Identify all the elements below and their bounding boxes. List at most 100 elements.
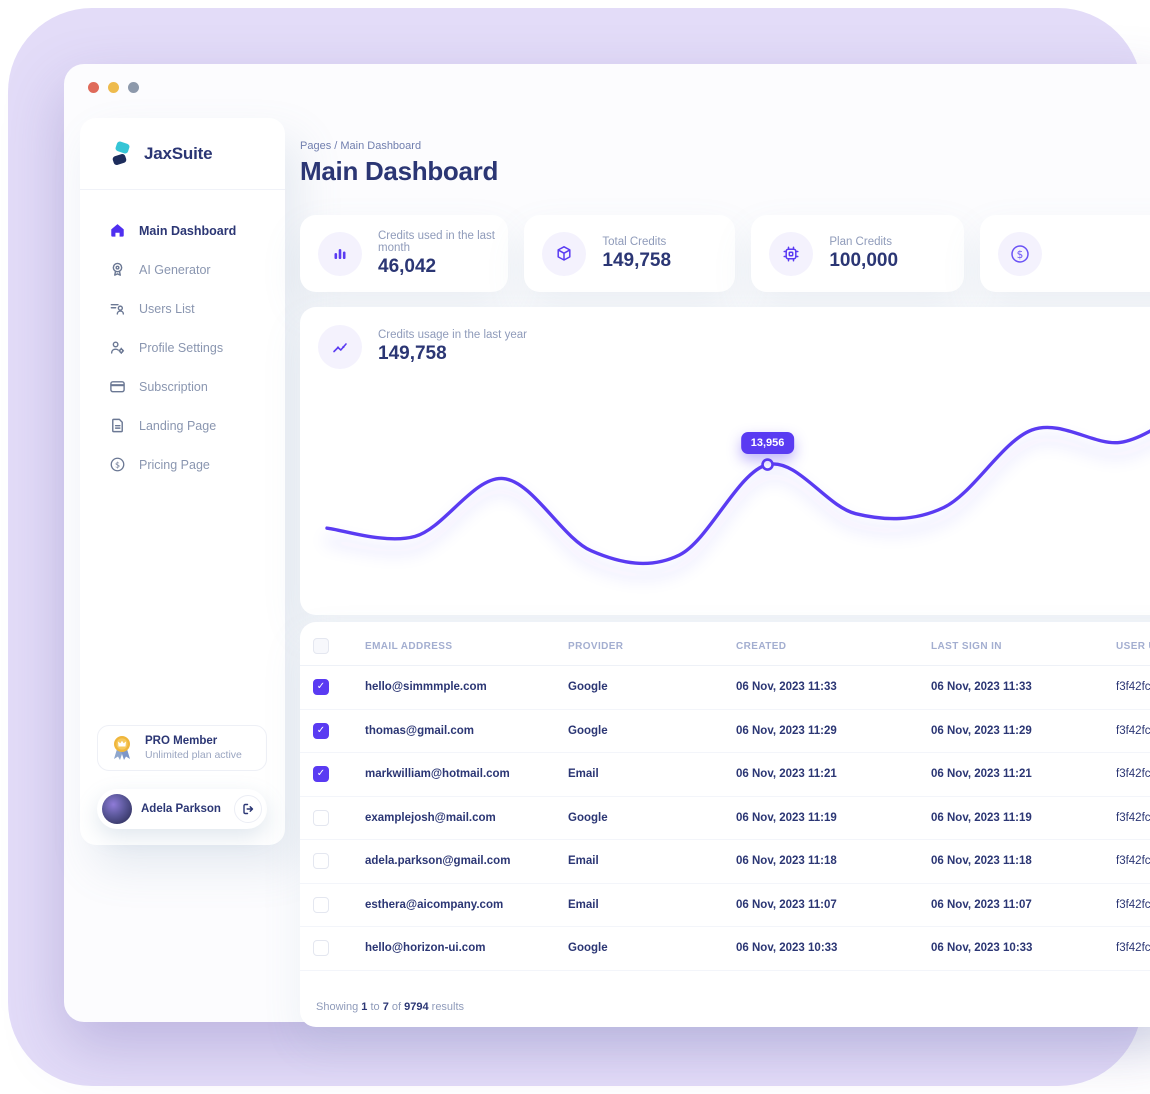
svg-text:$: $: [115, 461, 120, 470]
stat-card-partial: $: [980, 215, 1150, 292]
cell-email: hello@horizon-ui.com: [365, 942, 486, 955]
sidebar-item-label: Main Dashboard: [139, 223, 237, 238]
dollar-circle-icon: $: [109, 456, 126, 473]
results-summary: Showing 1 to 7 of 9794 results: [316, 1001, 465, 1013]
pro-member-title: PRO Member: [145, 735, 218, 747]
row-checkbox[interactable]: ✓: [313, 809, 329, 826]
column-header: CREATED: [736, 640, 787, 652]
cell-user-uid: f3f42fc-: [1116, 724, 1150, 737]
cell-provider: Google: [568, 724, 608, 737]
sidebar-item-pricing-page[interactable]: $ Pricing Page: [80, 445, 285, 484]
cell-provider: Email: [568, 855, 599, 868]
users-table: ✓ EMAIL ADDRESS PROVIDER CREATED LAST SI…: [300, 622, 1150, 1027]
sidebar-nav: Main Dashboard AI Generator Users List P…: [80, 190, 285, 484]
table-row[interactable]: ✓ markwilliam@hotmail.com Email 06 Nov, …: [300, 753, 1150, 797]
medal-icon: [109, 261, 126, 278]
cell-user-uid: f3f42fc-: [1116, 811, 1150, 824]
home-icon: [109, 222, 126, 239]
cell-user-uid: f3f42fc-: [1116, 898, 1150, 911]
sidebar-item-profile-settings[interactable]: Profile Settings: [80, 328, 285, 367]
stat-label: Plan Credits: [829, 235, 892, 248]
sidebar-item-main-dashboard[interactable]: Main Dashboard: [80, 211, 285, 250]
table-row[interactable]: ✓ esthera@aicompany.com Email 06 Nov, 20…: [300, 884, 1150, 927]
sidebar-item-landing-page[interactable]: Landing Page: [80, 406, 285, 445]
table-row[interactable]: ✓ adela.parkson@gmail.com Email 06 Nov, …: [300, 840, 1150, 884]
cell-last-sign-in: 06 Nov, 2023 11:33: [931, 681, 1032, 694]
row-checkbox[interactable]: ✓: [313, 896, 329, 913]
profile-gear-icon: [109, 339, 126, 356]
table-row[interactable]: ✓ hello@horizon-ui.com Google 06 Nov, 20…: [300, 927, 1150, 971]
sidebar-item-label: Users List: [139, 301, 195, 316]
sidebar-item-label: Landing Page: [139, 418, 217, 433]
sidebar-item-label: Pricing Page: [139, 457, 210, 472]
pro-medal-icon: [114, 736, 130, 760]
table-row[interactable]: ✓ thomas@gmail.com Google 06 Nov, 2023 1…: [300, 710, 1150, 753]
cell-created: 06 Nov, 2023 11:29: [736, 724, 837, 737]
cell-email: examplejosh@mail.com: [365, 811, 496, 824]
row-checkbox[interactable]: ✓: [313, 722, 329, 739]
table-row[interactable]: ✓ examplejosh@mail.com Google 06 Nov, 20…: [300, 797, 1150, 840]
window-controls[interactable]: [88, 82, 139, 93]
trend-line-icon: [318, 325, 362, 369]
table-header-row: ✓ EMAIL ADDRESS PROVIDER CREATED LAST SI…: [300, 627, 1150, 666]
stat-value: 149,758: [602, 249, 672, 271]
user-name: Adela Parkson: [141, 803, 221, 815]
sidebar-item-subscription[interactable]: Subscription: [80, 367, 285, 406]
document-icon: [109, 417, 126, 434]
row-checkbox[interactable]: ✓: [313, 940, 329, 957]
stat-card-total-credits: Total Credits 149,758: [524, 215, 736, 292]
sidebar: JaxSuite Main Dashboard AI Generator Use…: [80, 118, 285, 845]
usage-chart-card: Credits usage in the last year 149,758 1…: [300, 307, 1150, 699]
bar-chart-icon: [318, 231, 362, 276]
cell-email: markwilliam@hotmail.com: [365, 768, 510, 781]
sidebar-item-users-list[interactable]: Users List: [80, 289, 285, 328]
cell-created: 06 Nov, 2023 11:18: [736, 855, 837, 868]
chart-line: [325, 425, 1150, 566]
select-all-checkbox[interactable]: ✓: [313, 638, 329, 654]
chart-marker: [761, 458, 774, 471]
row-checkbox[interactable]: ✓: [313, 679, 329, 696]
maximize-window-icon[interactable]: [128, 82, 139, 93]
logout-button[interactable]: [234, 795, 262, 823]
cell-last-sign-in: 06 Nov, 2023 11:21: [931, 768, 1032, 781]
minimize-window-icon[interactable]: [108, 82, 119, 93]
main-content: Pages / Main Dashboard Main Dashboard Cr…: [300, 64, 1150, 1027]
brand-logo: JaxSuite: [80, 118, 285, 190]
sidebar-item-ai-generator[interactable]: AI Generator: [80, 250, 285, 289]
cell-email: adela.parkson@gmail.com: [365, 855, 511, 868]
credit-card-icon: [109, 378, 126, 395]
cell-email: thomas@gmail.com: [365, 724, 474, 737]
stat-label: Credits used in the last month: [378, 229, 495, 254]
table-row[interactable]: ✓ hello@simmmple.com Google 06 Nov, 2023…: [300, 666, 1150, 710]
cell-email: hello@simmmple.com: [365, 681, 487, 694]
chart-tooltip: 13,956: [740, 431, 795, 454]
cell-provider: Google: [568, 811, 608, 824]
cell-provider: Google: [568, 681, 608, 694]
cell-created: 06 Nov, 2023 10:33: [736, 942, 838, 955]
cell-last-sign-in: 06 Nov, 2023 11:07: [931, 898, 1032, 911]
avatar: [102, 794, 132, 824]
column-header: EMAIL ADDRESS: [365, 640, 453, 652]
cell-user-uid: f3f42fc-: [1116, 768, 1150, 781]
cell-created: 06 Nov, 2023 11:07: [736, 898, 837, 911]
sidebar-item-label: AI Generator: [139, 262, 211, 277]
breadcrumb: Pages / Main Dashboard: [300, 140, 422, 152]
row-checkbox[interactable]: ✓: [313, 766, 329, 783]
cell-created: 06 Nov, 2023 11:21: [736, 768, 837, 781]
cell-created: 06 Nov, 2023 11:33: [736, 681, 837, 694]
cell-provider: Email: [568, 898, 599, 911]
cell-user-uid: f3f42fc-: [1116, 681, 1150, 694]
chip-icon: [769, 231, 814, 276]
cell-email: esthera@aicompany.com: [365, 898, 504, 911]
cell-user-uid: f3f42fc-: [1116, 855, 1150, 868]
close-window-icon[interactable]: [88, 82, 99, 93]
row-checkbox[interactable]: ✓: [313, 853, 329, 870]
line-chart[interactable]: 13,956 SEP OCT NOV DEC JAN FEB MAR APR M…: [300, 410, 1150, 699]
dollar-circle-icon: $: [998, 231, 1042, 276]
brand-name: JaxSuite: [144, 143, 213, 163]
column-header: LAST SIGN IN: [931, 640, 1002, 652]
jaxsuite-logo-icon: [112, 141, 130, 165]
sidebar-item-label: Profile Settings: [139, 340, 224, 355]
column-header: PROVIDER: [568, 640, 624, 652]
chart-total: 149,758: [378, 343, 447, 364]
